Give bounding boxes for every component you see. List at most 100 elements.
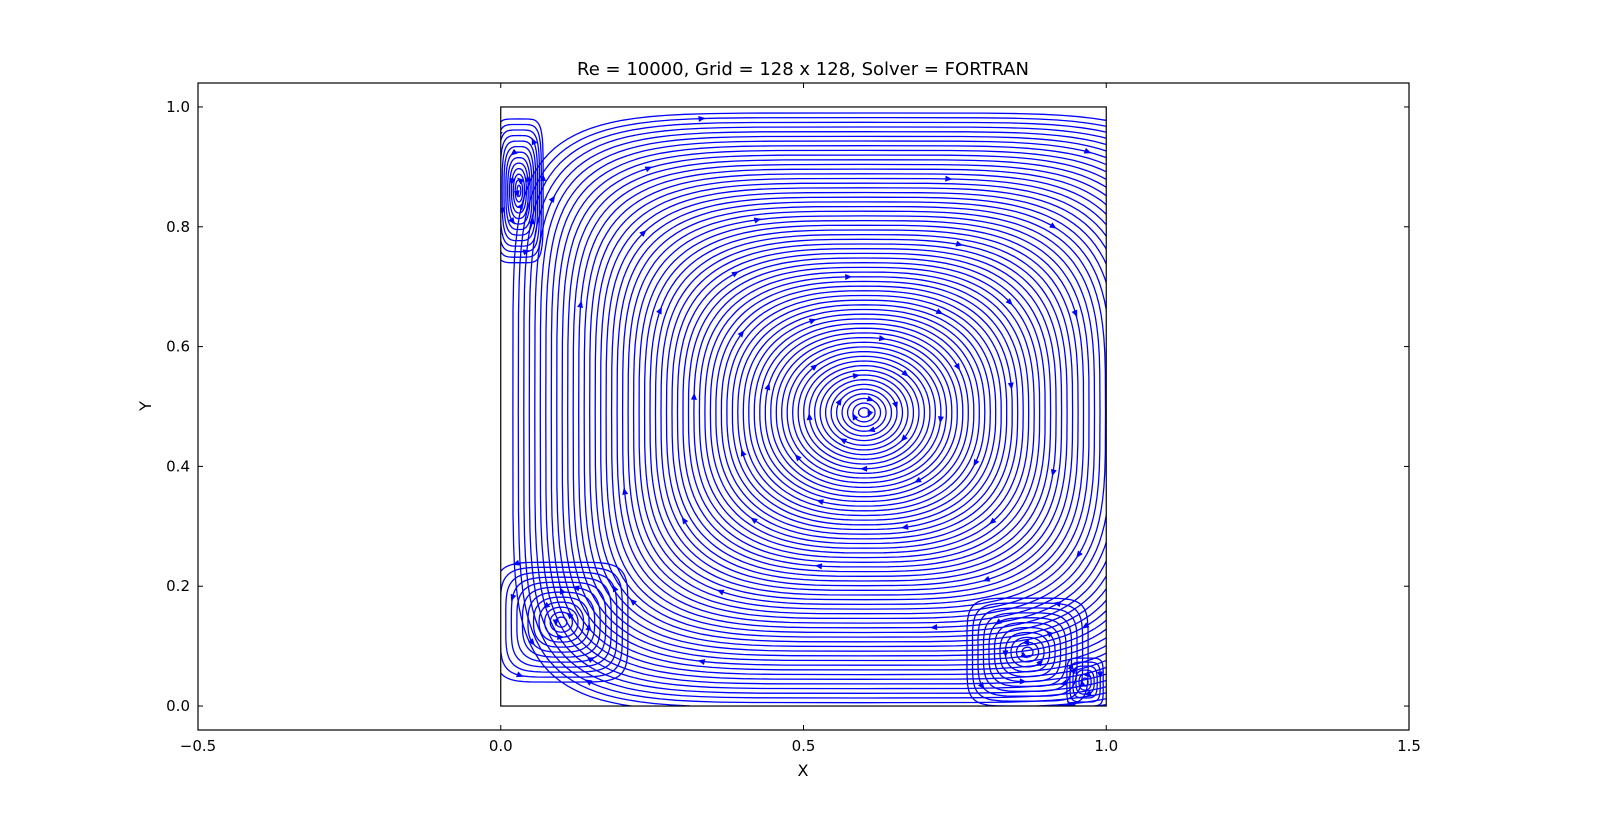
y-tick-label: 0.2 [166,577,190,595]
flow-arrow [528,217,535,225]
streamline-top-left [505,151,533,231]
flow-arrow [585,623,592,631]
streamline-primary [852,402,876,423]
flow-arrow [866,395,875,402]
flow-arrow [1049,222,1057,229]
flow-arrow [656,306,662,315]
flow-arrow [698,115,706,122]
flow-arrow [1070,701,1078,707]
streamline-primary [528,126,1107,699]
flow-arrow [716,589,725,596]
flow-arrow [845,274,853,281]
streamline-top-left [510,168,528,214]
streamline-primary [759,322,969,503]
flow-arrow [878,335,887,342]
streamline-primary [616,201,1107,624]
streamline-primary [819,374,909,451]
flow-arrow [572,585,580,592]
streamline-bottom-right [971,602,1084,702]
flow-arrow [566,612,574,620]
flow-arrow [1046,630,1054,638]
streamline-primary [715,285,1013,540]
streamline-primary [687,262,1041,563]
flow-arrow [731,271,739,278]
streamline-primary [709,280,1019,545]
streamline-bottom-left [500,566,624,678]
streamline-primary [561,154,1107,671]
flow-arrow [737,330,745,338]
streamline-primary [605,191,1107,634]
flow-arrow [900,434,908,442]
flow-arrow [753,217,762,224]
flow-arrow [690,392,697,400]
plot-area [500,106,1107,707]
streamline-top-left [500,123,542,258]
streamline-bottom-right [993,622,1062,683]
streamline-primary [698,271,1030,554]
streamline-primary [539,135,1107,690]
streamline-primary [704,276,1024,549]
streamline-top-left [500,129,541,253]
streamline-primary [610,196,1107,629]
flow-arrow [500,207,506,215]
streamline-primary [748,313,980,512]
flow-arrow [629,598,637,606]
flow-arrow [639,229,647,237]
flow-arrow [955,240,964,247]
streamline-primary [545,140,1107,685]
flow-arrow [1079,679,1086,687]
flow-arrow [892,401,898,409]
chart-title: Re = 10000, Grid = 128 x 128, Solver = F… [577,59,1029,80]
x-tick-label: 1.0 [1094,737,1118,755]
flow-arrow [612,584,619,593]
streamline-primary [589,177,1107,648]
flow-arrow [1076,550,1083,558]
streamline-bottom-left [505,571,618,673]
flow-arrow [973,458,980,467]
axes-frame [197,82,1410,731]
flow-arrow [750,517,758,524]
flow-arrow [1070,666,1077,675]
flow-arrow [1007,382,1014,390]
flow-arrow [528,638,535,646]
flow-arrow [510,148,518,156]
streamline-corner-right [1072,665,1098,699]
streamline-bottom-left [527,591,596,653]
streamline-primary [534,131,1107,694]
flow-arrow [808,318,817,325]
streamline-primary [583,173,1107,652]
x-tick-label: 0.5 [792,737,816,755]
flow-arrow [1053,601,1061,608]
x-axis-label: X [798,761,809,780]
y-tick-label: 0.6 [166,338,190,356]
flow-arrow [508,217,515,225]
streamline-bottom-right [1021,646,1034,658]
flow-arrow [1036,659,1044,667]
streamline-primary [814,369,915,456]
flow-arrow [1084,670,1092,678]
streamline-top-left [507,157,531,225]
streamline-primary [572,163,1107,662]
flow-arrow [1022,639,1030,646]
streamline-bottom-left [532,596,590,648]
flow-arrow [953,362,961,371]
flow-arrow [935,308,944,315]
streamline-primary [731,299,997,526]
cavity-boundary [500,106,1107,707]
flow-arrow [816,499,824,506]
streamline-primary [638,219,1090,606]
flow-arrow [901,523,909,530]
streamline-primary [775,336,953,489]
flow-arrow [994,618,1003,625]
flow-arrow [989,517,997,525]
streamline-primary [523,121,1107,704]
streamline-primary [594,182,1107,643]
flow-arrow [516,671,524,678]
flow-arrow [930,624,938,631]
streamline-primary [567,159,1107,666]
y-tick-label: 1.0 [166,98,190,116]
flow-arrow [697,659,706,665]
streamline-primary [857,407,871,418]
flow-arrow [500,130,503,139]
